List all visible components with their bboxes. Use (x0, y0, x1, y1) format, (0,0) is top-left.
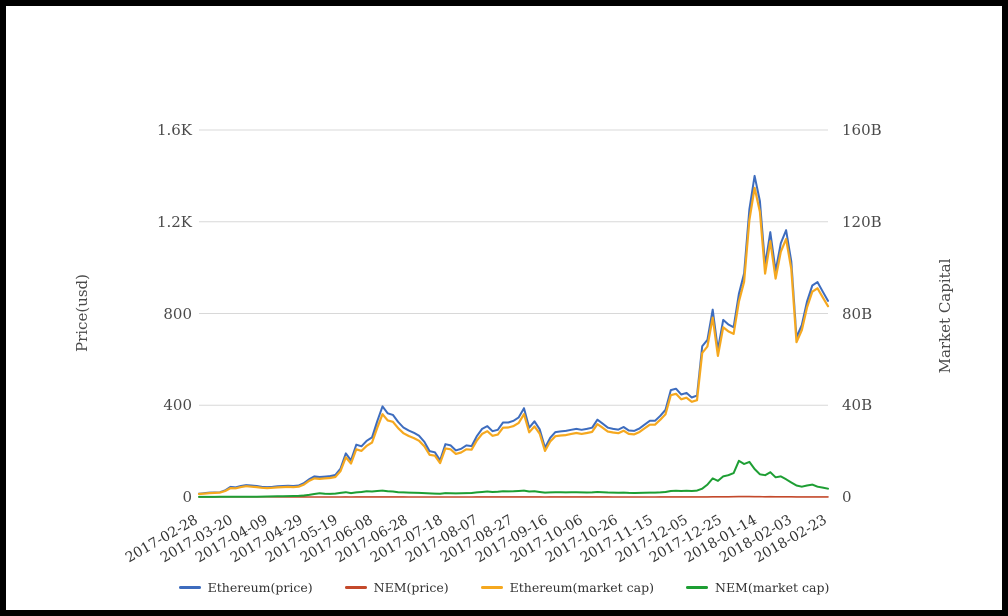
plot-area (197, 129, 830, 498)
legend-item-ethereum-market-cap[interactable]: Ethereum(market cap) (480, 580, 654, 595)
y-tick-label-right: 80B (842, 304, 873, 323)
y-tick-label-right: 160B (842, 121, 882, 139)
legend-item-nem-market-cap[interactable]: NEM(market cap) (686, 580, 829, 595)
legend-line-icon (686, 586, 708, 589)
y-tick-label-right: 120B (842, 212, 882, 231)
series-line-ethereum-market-cap (197, 186, 830, 496)
y-tick-label-left: 1.2K (156, 212, 192, 231)
series-line-nem-market-cap (198, 459, 829, 498)
y-tick-label-left: 400 (163, 396, 192, 415)
y-tick-label-left: 1.6K (156, 121, 192, 139)
y-tick-label-right: 40B (842, 396, 873, 415)
gridlines (199, 129, 828, 498)
legend: Ethereum(price) NEM(price) Ethereum(market… (6, 580, 1002, 595)
y-tick-label-right: 0 (842, 488, 852, 506)
legend-label: Ethereum(price) (207, 580, 313, 595)
legend-line-icon (178, 586, 201, 589)
y-tick-label-left: 0 (182, 488, 192, 506)
legend-line-icon (344, 586, 367, 589)
legend-line-icon (480, 586, 503, 589)
legend-label: Ethereum(market cap) (509, 580, 654, 595)
legend-label: NEM(price) (373, 580, 449, 595)
legend-label: NEM(market cap) (715, 580, 830, 595)
y-tick-label-left: 800 (163, 304, 192, 323)
legend-item-ethereum-price[interactable]: Ethereum(price) (178, 580, 313, 595)
y-axis-title-market-capital: Market Capital (936, 258, 954, 374)
series-line-ethereum-price (198, 174, 829, 495)
legend-item-nem-price[interactable]: NEM(price) (344, 580, 449, 595)
